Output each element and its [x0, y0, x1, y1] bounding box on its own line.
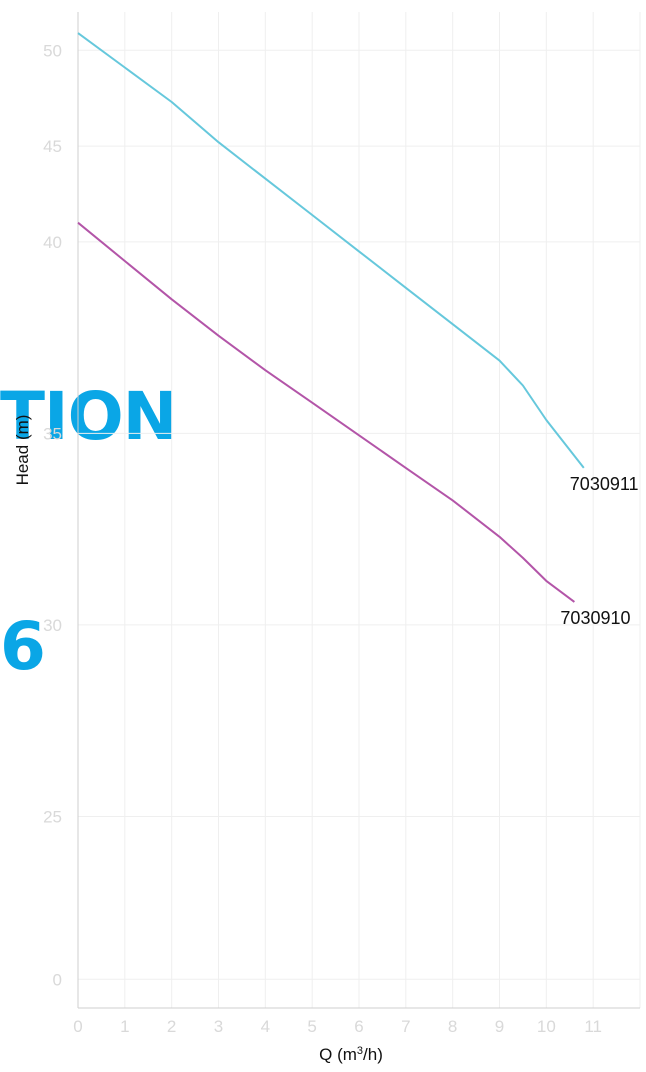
x-tick-label: 11 [584, 1017, 602, 1036]
y-tick-label: 0 [53, 970, 62, 989]
x-axis-title: Q (m3/h) [319, 1045, 383, 1064]
grid [77, 12, 641, 1008]
series-lines [77, 32, 585, 603]
y-tick-label: 25 [43, 807, 62, 826]
x-tick-label: 7 [401, 1017, 410, 1036]
series-label-7030911: 7030911 [570, 474, 639, 494]
series-line-7030910 [77, 221, 575, 603]
x-tick-label: 1 [120, 1017, 129, 1036]
x-tick-label: 5 [307, 1017, 316, 1036]
background-text-small: 6 [0, 608, 46, 685]
y-tick-label: 50 [43, 41, 62, 60]
y-tick-label: 35 [43, 424, 62, 443]
x-tick-label: 9 [495, 1017, 504, 1036]
x-tick-label: 6 [354, 1017, 363, 1036]
x-tick-label: 2 [167, 1017, 176, 1036]
y-axis-title: Head (m) [13, 415, 32, 486]
x-axis-title-base: Q (m [319, 1045, 357, 1064]
x-tick-label: 4 [261, 1017, 270, 1036]
series-labels: 7030911 7030910 [560, 474, 638, 628]
y-tick-label: 40 [43, 233, 62, 252]
x-tick-label: 0 [73, 1017, 82, 1036]
x-axis-title-sup: 3 [357, 1045, 363, 1057]
x-tick-label: 10 [537, 1017, 556, 1036]
series-line-7030911 [77, 32, 585, 469]
series-label-7030910: 7030910 [560, 608, 630, 628]
y-tick-label: 45 [43, 137, 62, 156]
x-tick-label: 3 [214, 1017, 223, 1036]
x-tick-label: 8 [448, 1017, 457, 1036]
x-axis-title-end: /h) [363, 1045, 383, 1064]
y-tick-label: 30 [43, 616, 62, 635]
background-text-large: TION [0, 378, 178, 455]
